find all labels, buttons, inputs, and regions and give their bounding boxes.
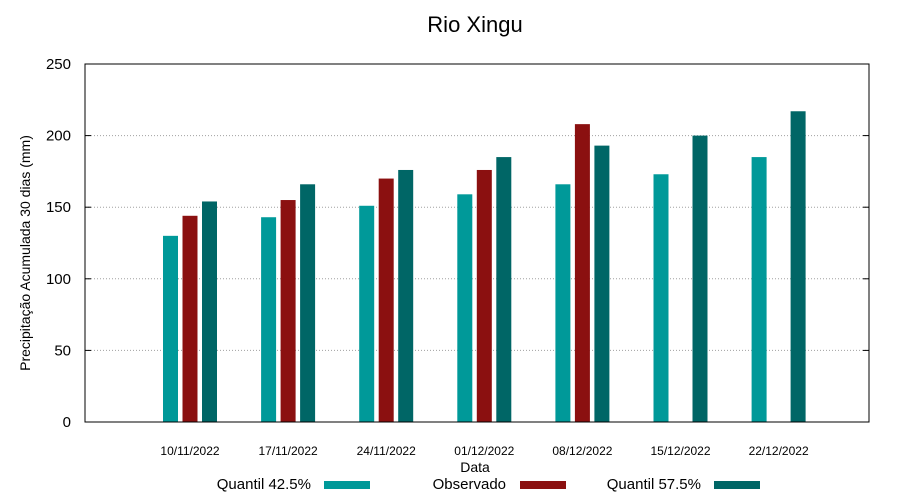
x-tick-label: 08/12/2022 xyxy=(552,444,612,458)
x-tick-label: 15/12/2022 xyxy=(650,444,710,458)
bar xyxy=(653,174,669,422)
legend-label: Observado xyxy=(433,476,506,493)
x-tick-label: 24/11/2022 xyxy=(357,444,416,458)
bar xyxy=(300,184,316,422)
legend-swatch xyxy=(714,481,760,489)
bars xyxy=(163,111,806,422)
chart-title: Rio Xingu xyxy=(427,12,522,37)
bar xyxy=(202,201,217,422)
legend-swatch xyxy=(520,481,566,489)
bar xyxy=(692,135,708,422)
y-tick-label: 200 xyxy=(46,128,71,145)
x-tick-label: 10/11/2022 xyxy=(160,444,219,458)
bar xyxy=(574,124,590,422)
y-tick-label: 100 xyxy=(46,271,71,288)
x-tick-label: 17/11/2022 xyxy=(259,444,318,458)
bar xyxy=(398,169,414,422)
bar xyxy=(751,157,767,422)
bar xyxy=(496,157,512,422)
x-axis-label: Data xyxy=(460,459,490,475)
bar xyxy=(261,217,277,422)
x-ticks: 10/11/2022 17/11/2022 24/11/2022 01/12/2022… xyxy=(160,444,809,458)
x-tick-label: 22/12/2022 xyxy=(749,444,809,458)
bar xyxy=(790,111,806,422)
bar xyxy=(280,200,296,422)
y-tick-label: 150 xyxy=(46,199,71,216)
bar xyxy=(163,235,178,422)
y-ticks: 0 50 100 150 200 250 xyxy=(46,56,869,431)
y-tick-label: 50 xyxy=(54,342,71,359)
legend: Quantil 42.5% Observado Quantil 57.5% xyxy=(217,476,760,493)
bar xyxy=(555,184,571,422)
legend-swatch xyxy=(324,481,370,489)
bar xyxy=(594,145,610,422)
y-tick-label: 0 xyxy=(63,414,71,431)
plot-frame xyxy=(84,63,870,423)
y-axis-label: Precipitação Acumulada 30 dias (mm) xyxy=(17,135,33,371)
bar xyxy=(457,194,473,422)
bar xyxy=(476,169,492,422)
bar xyxy=(378,178,394,422)
bar xyxy=(359,205,375,422)
legend-label: Quantil 57.5% xyxy=(607,476,701,493)
legend-label: Quantil 42.5% xyxy=(217,476,311,493)
x-tick-label: 01/12/2022 xyxy=(454,444,514,458)
bar xyxy=(182,215,198,422)
y-tick-label: 250 xyxy=(46,56,71,73)
